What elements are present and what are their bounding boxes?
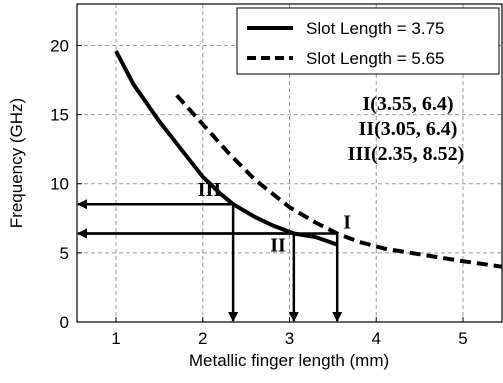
x-tick-label-3: 4 bbox=[372, 329, 381, 348]
series-line-dashed bbox=[175, 93, 503, 269]
x-tick-label-1: 2 bbox=[198, 329, 207, 348]
y-tick-label-2: 10 bbox=[50, 175, 69, 194]
point-label-III: III bbox=[198, 179, 222, 201]
y-tick-label-1: 5 bbox=[60, 244, 69, 263]
ticks: 1 2 3 4 5 0 5 10 15 20 bbox=[50, 36, 468, 348]
annotation-III: III(2.35, 8.52) bbox=[348, 143, 465, 165]
legend: Slot Length = 3.75 Slot Length = 5.65 bbox=[236, 7, 500, 75]
point-label-I: I bbox=[343, 212, 351, 234]
legend-box bbox=[236, 7, 500, 75]
x-tick-label-2: 3 bbox=[285, 329, 294, 348]
annotation-block: I(3.55, 6.4) II(3.05, 6.4) III(2.35, 8.5… bbox=[348, 93, 465, 165]
arrows bbox=[77, 199, 343, 322]
y-tick-label-4: 20 bbox=[50, 36, 69, 55]
x-tick-label-4: 5 bbox=[458, 329, 467, 348]
annotation-II: II(3.05, 6.4) bbox=[359, 118, 458, 140]
y-tick-label-3: 15 bbox=[50, 106, 69, 125]
legend-label-2: Slot Length = 5.65 bbox=[306, 49, 444, 68]
annotation-I: I(3.55, 6.4) bbox=[362, 93, 453, 115]
y-axis-label: Frequency (GHz) bbox=[7, 98, 26, 228]
legend-label-1: Slot Length = 3.75 bbox=[306, 19, 444, 38]
x-axis-label: Metallic finger length (mm) bbox=[189, 351, 389, 370]
x-tick-label-0: 1 bbox=[111, 329, 120, 348]
point-label-II: II bbox=[270, 235, 286, 257]
y-tick-label-0: 0 bbox=[60, 313, 69, 332]
